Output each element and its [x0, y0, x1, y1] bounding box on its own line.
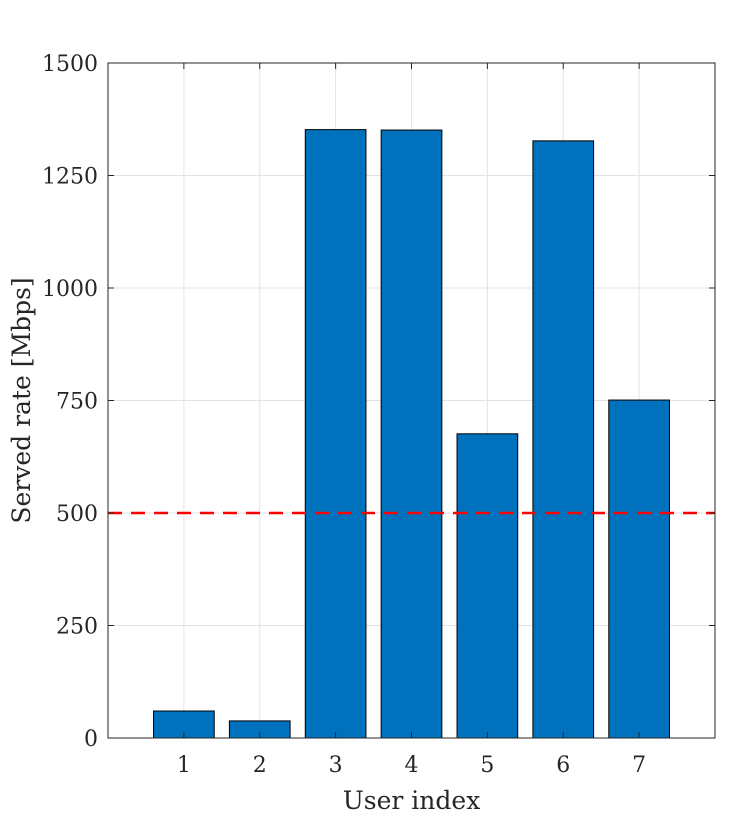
y-tick-label: 1500	[42, 52, 98, 77]
bar-user-7	[608, 399, 670, 739]
y-tick-labels: 0 250 500 750 1000 1250 1500	[42, 52, 98, 752]
tick-marks	[108, 62, 715, 739]
y-tick-label: 750	[56, 390, 98, 415]
bar-user-5	[456, 433, 519, 739]
bar-user-3	[304, 129, 367, 739]
x-tick-labels: 1 2 3 4 5 6 7	[177, 753, 646, 778]
y-axis-title: Served rate [Mbps]	[7, 277, 36, 523]
x-tick-label: 6	[556, 753, 570, 778]
y-tick-label: 0	[84, 727, 98, 752]
y-tick-label: 500	[56, 502, 98, 527]
bar-user-6	[532, 140, 595, 739]
y-tick-label: 1250	[42, 165, 98, 190]
y-tick-label: 250	[56, 615, 98, 640]
x-tick-label: 7	[632, 753, 646, 778]
x-tick-label: 5	[480, 753, 494, 778]
x-tick-label: 4	[405, 753, 419, 778]
x-tick-label: 3	[329, 753, 343, 778]
x-tick-label: 2	[253, 753, 267, 778]
bar-user-4	[380, 129, 443, 739]
y-tick-label: 1000	[42, 277, 98, 302]
x-axis-title: User index	[343, 786, 481, 815]
x-tick-label: 1	[177, 753, 191, 778]
bars	[153, 129, 670, 739]
